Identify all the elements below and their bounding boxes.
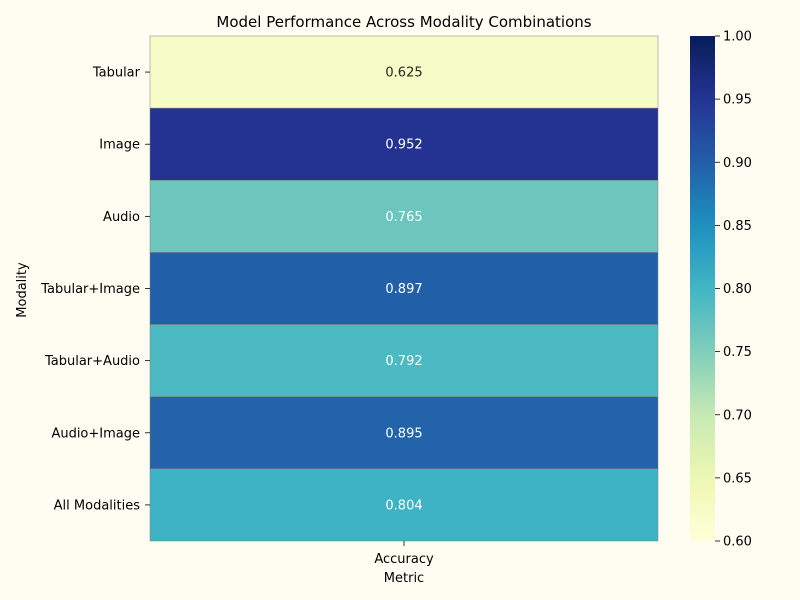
- y-tick-label: All Modalities: [54, 498, 141, 513]
- colorbar-tick-label: 0.60: [723, 535, 752, 550]
- colorbar-tick-label: 0.90: [723, 156, 752, 171]
- cell-value-label: 0.804: [385, 498, 422, 513]
- x-tick-labels: Accuracy: [374, 541, 434, 567]
- heatmap-cells: 0.625 0.952 0.765 0.897 0.792 0.895 0.804: [149, 35, 659, 542]
- y-tick-labels: Tabular Image Audio Tabular+Image Tabular+Au…: [40, 66, 150, 513]
- colorbar-tick-label: 0.95: [723, 93, 752, 108]
- y-tick-label: Tabular+Audio: [44, 354, 140, 369]
- heatmap-cell: [149, 468, 659, 542]
- cell-value-label: 0.895: [385, 426, 422, 441]
- cell-value-label: 0.625: [385, 66, 422, 81]
- heatmap-cell: [149, 324, 659, 397]
- heatmap-cell: [149, 35, 659, 109]
- colorbar-gradient: [690, 36, 715, 541]
- heatmap-cell: [149, 107, 659, 181]
- heatmap-cell: [149, 252, 659, 325]
- cell-value-label: 0.765: [385, 210, 422, 225]
- colorbar-tick-label: 0.70: [723, 408, 752, 423]
- x-tick-label: Accuracy: [374, 552, 434, 567]
- y-tick-label: Image: [99, 138, 140, 153]
- y-axis-label: Modality: [15, 262, 30, 318]
- heatmap-cell: [149, 396, 659, 470]
- cell-value-label: 0.952: [385, 138, 422, 153]
- y-tick-label: Tabular+Image: [40, 282, 140, 297]
- cell-value-label: 0.792: [385, 354, 422, 369]
- colorbar-tick-label: 0.65: [723, 471, 752, 486]
- heatmap-cell: [149, 180, 659, 253]
- y-tick-label: Audio+Image: [51, 426, 140, 441]
- chart-title: Model Performance Across Modality Combin…: [216, 13, 591, 31]
- colorbar-tick-label: 0.80: [723, 282, 752, 297]
- y-tick-label: Audio: [103, 210, 140, 225]
- cell-value-label: 0.897: [385, 282, 422, 297]
- colorbar-tick-label: 1.00: [723, 30, 752, 45]
- colorbar: 0.60 0.65 0.70 0.75 0.80 0.85 0.90 0.95 1.00: [690, 30, 752, 550]
- colorbar-tick-label: 0.75: [723, 345, 752, 360]
- colorbar-tick-label: 0.85: [723, 219, 752, 234]
- x-axis-label: Metric: [384, 571, 424, 586]
- y-tick-label: Tabular: [92, 66, 141, 81]
